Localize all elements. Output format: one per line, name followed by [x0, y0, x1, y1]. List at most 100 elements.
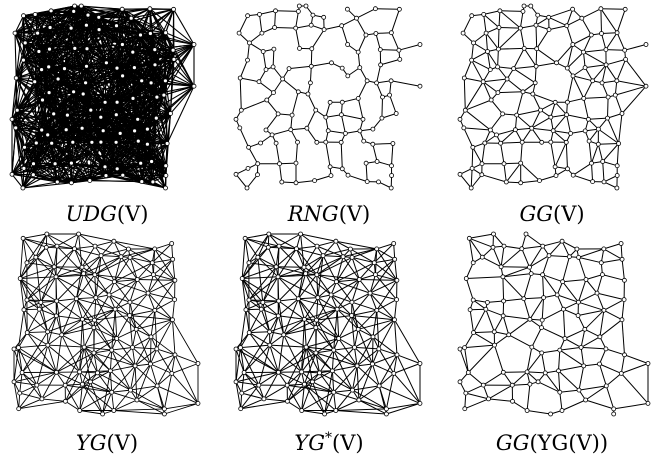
yg-edge	[150, 319, 173, 338]
yg-node	[118, 254, 124, 260]
rng-edge	[359, 67, 368, 82]
gg-yg-edge	[526, 384, 531, 411]
gg-edge	[552, 130, 567, 143]
yg-star-node	[273, 264, 279, 270]
yg-star-edge	[305, 347, 313, 382]
yg-node	[127, 254, 133, 260]
rng-node	[339, 65, 345, 71]
yg-edge	[56, 371, 83, 385]
udg-node	[114, 99, 120, 105]
gg-yg-node	[486, 396, 491, 402]
udg-node	[162, 78, 168, 84]
yg-star-edge	[350, 248, 375, 264]
yg-star-edge	[358, 399, 387, 415]
rng-node	[308, 63, 314, 69]
udg-edge	[116, 8, 174, 27]
yg-star-edge	[286, 384, 303, 411]
udg-node	[164, 141, 170, 146]
yg-star-edge	[369, 292, 378, 311]
gg-node	[520, 89, 526, 95]
udg-edge	[89, 117, 102, 181]
yg-edge	[108, 294, 131, 303]
rng-edge	[238, 15, 249, 34]
yg-edge	[110, 365, 136, 372]
gg-edge	[514, 115, 518, 130]
gg-yg-node	[491, 231, 496, 237]
udg-edge	[15, 42, 26, 79]
rng-edge	[340, 142, 343, 169]
gg-node	[521, 46, 527, 51]
gg-node	[586, 116, 591, 122]
udg-node	[20, 57, 26, 63]
yg-edge	[147, 292, 175, 301]
yg-star-edge	[372, 336, 374, 365]
yg-edge	[135, 309, 156, 330]
gg-yg-edge	[529, 245, 544, 268]
yg-star-edge	[393, 373, 421, 404]
yg-node	[170, 317, 175, 323]
udg-node	[12, 30, 18, 36]
yg-star-edge	[351, 315, 395, 321]
yg-star-edge	[351, 315, 359, 330]
yg-star-edge	[277, 315, 285, 335]
udg-node	[47, 46, 52, 52]
udg-node	[163, 173, 169, 178]
yg-star-edge	[301, 410, 325, 415]
yg-star-node	[241, 370, 247, 375]
gg-yg-node	[492, 342, 497, 348]
rng-node	[295, 89, 301, 95]
yg-edge	[94, 297, 97, 321]
yg-star-edge	[269, 344, 279, 373]
udg-edge	[150, 33, 174, 51]
rng-edge	[380, 49, 399, 51]
udg-node	[55, 76, 61, 82]
udg-edge	[49, 5, 76, 50]
udg-edge	[98, 8, 123, 18]
rng-node	[339, 166, 345, 172]
yg-edge	[171, 363, 199, 374]
gg-node	[614, 78, 620, 84]
yg-star-edge	[330, 279, 360, 296]
gg-yg-node	[618, 370, 624, 376]
gg-yg-edge	[620, 243, 623, 260]
udg-node	[84, 46, 90, 52]
gg-edge	[497, 27, 500, 50]
yg-star-node	[394, 277, 400, 283]
yg-edge	[13, 381, 20, 409]
yg-star-node	[301, 316, 307, 322]
udg-edge	[150, 49, 174, 84]
rng-node	[355, 49, 361, 55]
gg-yg-edge	[482, 384, 489, 400]
gg-edge	[497, 78, 508, 93]
gg-yg-edge	[527, 410, 551, 415]
yg-star-edge	[301, 319, 305, 372]
udg-edge	[54, 163, 91, 182]
yg-star-edge	[330, 294, 353, 303]
yg-edge	[150, 348, 158, 365]
udg-node	[51, 111, 57, 117]
yg-edge	[136, 363, 151, 401]
udg-edge	[104, 142, 117, 168]
yg-star-edge	[335, 240, 351, 250]
yg-node	[39, 396, 45, 402]
yg-edge	[47, 331, 62, 336]
yg-star-edge	[297, 298, 317, 328]
yg-star-node	[350, 387, 355, 393]
udg-edge	[163, 94, 172, 114]
yg-star-edge	[333, 365, 358, 393]
yg-star-edge	[331, 370, 335, 393]
udg-edge	[73, 48, 88, 92]
gg-yg-edge	[464, 398, 489, 410]
rng-node	[380, 94, 385, 100]
rng-edge	[389, 94, 397, 114]
yg-edge	[76, 298, 95, 321]
udg-edge	[116, 34, 141, 69]
yg-node	[154, 383, 160, 389]
yg-edge	[114, 308, 137, 330]
udg-node	[102, 99, 108, 105]
yg-edge	[18, 398, 43, 410]
rng-node	[339, 23, 345, 29]
yg-node	[19, 370, 25, 375]
rng-edge	[259, 10, 276, 15]
yg-star-edge	[335, 240, 344, 257]
